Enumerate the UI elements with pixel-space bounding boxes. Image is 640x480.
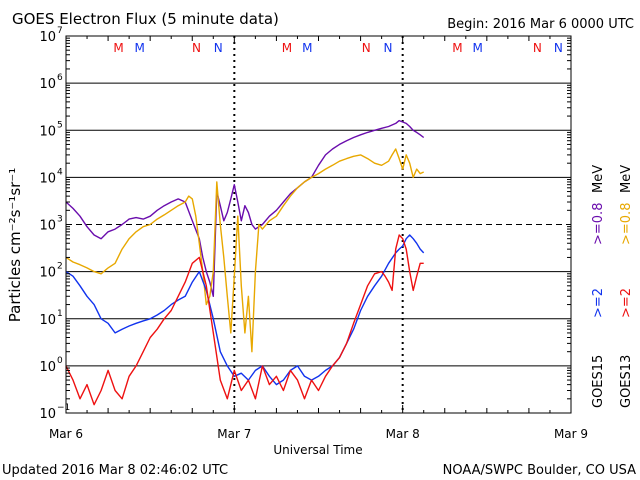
x-tick-label: Mar 7 <box>217 427 251 441</box>
y-tick-exponent: 0 <box>57 356 63 366</box>
x-tick-label: Mar 6 <box>49 427 83 441</box>
satellite-marker: M <box>302 41 312 55</box>
y-tick-exponent: 2 <box>57 262 63 272</box>
legend-goes15-label: GOES15 <box>591 355 606 408</box>
x-tick-label: Mar 9 <box>554 427 588 441</box>
satellite-marker: N <box>533 41 542 55</box>
y-tick-label: 10 <box>39 313 56 328</box>
y-tick-exponent: −1 <box>57 403 70 413</box>
y-tick-label: 10 <box>39 407 56 422</box>
series-line-3 <box>65 234 424 406</box>
y-tick-exponent: 3 <box>57 215 63 225</box>
y-tick-label: 10 <box>39 124 56 139</box>
satellite-marker: M <box>134 41 144 55</box>
y-tick-label: 10 <box>39 30 56 45</box>
y-tick-exponent: 6 <box>57 73 63 83</box>
y-tick-label: 10 <box>39 219 56 234</box>
legend-low-goes15-label: >=2 <box>591 288 606 318</box>
y-tick-label: 10 <box>39 171 56 186</box>
legend-low-goes13-label: >=2 <box>619 288 634 318</box>
credit-text: NOAA/SWPC Boulder, CO USA <box>443 463 636 478</box>
y-tick-label: 10 <box>39 266 56 281</box>
satellite-marker: N <box>554 41 563 55</box>
satellite-marker: M <box>452 41 462 55</box>
legend-low-goes15: >=2 <box>591 288 606 318</box>
satellite-marker: N <box>192 41 201 55</box>
chart-title: GOES Electron Flux (5 minute data) <box>12 10 279 28</box>
satellite-marker: N <box>362 41 371 55</box>
legend-unit-goes13-label: MeV <box>619 165 634 193</box>
x-tick-label: Mar 8 <box>386 427 420 441</box>
legend-unit-goes13: MeV <box>619 165 634 193</box>
legend-unit-goes15: MeV <box>591 165 606 193</box>
satellite-marker: M <box>113 41 123 55</box>
satellite-marker: M <box>282 41 292 55</box>
y-tick-exponent: 7 <box>57 26 63 36</box>
legend-high-goes15-label: >=0.8 <box>591 203 606 245</box>
updated-timestamp: Updated 2016 Mar 8 02:46:02 UTC <box>2 463 228 478</box>
satellite-marker: N <box>383 41 392 55</box>
legend-high-goes13: >=0.8 <box>619 203 634 245</box>
y-tick-exponent: 4 <box>57 167 63 177</box>
series-line-2 <box>65 234 425 386</box>
series-line-1 <box>65 148 424 353</box>
plot-frame <box>65 35 572 414</box>
x-axis-label: Universal Time <box>273 443 362 457</box>
begin-time: Begin: 2016 Mar 6 0000 UTC <box>447 17 634 32</box>
legend-high-goes15: >=0.8 <box>591 203 606 245</box>
y-axis-label: Particles cm⁻²s⁻¹sr⁻¹ <box>6 168 24 322</box>
legend-unit-goes15-label: MeV <box>591 165 606 193</box>
legend-goes13-label: GOES13 <box>619 355 634 408</box>
satellite-marker: N <box>214 41 223 55</box>
y-tick-exponent: 1 <box>57 309 63 319</box>
legend-goes13: GOES13 <box>619 355 634 408</box>
legend-high-goes13-label: >=0.8 <box>619 203 634 245</box>
y-tick-exponent: 5 <box>57 120 63 130</box>
legend-low-goes13: >=2 <box>619 288 634 318</box>
legend-goes15: GOES15 <box>591 355 606 408</box>
y-tick-label: 10 <box>39 77 56 92</box>
series-line-0 <box>65 119 425 297</box>
satellite-marker: M <box>473 41 483 55</box>
y-tick-label: 10 <box>39 360 56 375</box>
